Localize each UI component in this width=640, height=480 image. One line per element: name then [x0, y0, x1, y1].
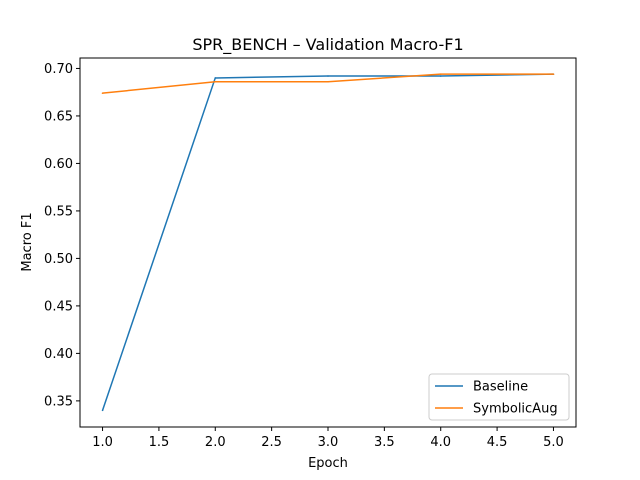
x-tick-label: 4.0 [430, 435, 451, 450]
data-point-symbolicaug [214, 80, 217, 83]
x-axis-title: Epoch [308, 456, 348, 471]
y-axis-title: Macro F1 [20, 212, 35, 271]
legend-box [428, 373, 570, 421]
y-tick-label: 0.70 [44, 62, 73, 77]
data-point-baseline [214, 77, 217, 79]
data-point-symbolicaug [327, 80, 329, 83]
chart-title: SPR_BENCH – Validation Macro-F1 [192, 35, 463, 55]
x-tick-label: 5.0 [543, 435, 564, 450]
data-point-baseline [101, 409, 104, 412]
x-tick-label: 1.5 [149, 435, 170, 450]
legend-label-symbolicaug: SymbolicAug [473, 402, 558, 417]
x-tick-label: 3.0 [318, 435, 339, 450]
y-tick-label: 0.50 [44, 252, 73, 267]
y-tick-label: 0.40 [44, 347, 73, 362]
x-tick-label: 2.5 [261, 435, 282, 450]
x-tick-label: 4.5 [487, 435, 508, 450]
y-tick-label: 0.60 [44, 157, 73, 172]
x-tick-label: 3.5 [374, 435, 395, 450]
x-tick-label: 1.0 [92, 435, 113, 450]
x-tick-label: 2.0 [205, 435, 226, 450]
y-tick-label: 0.45 [44, 299, 73, 314]
legend-label-baseline: Baseline [473, 380, 528, 395]
data-point-baseline [439, 75, 442, 77]
y-tick-label: 0.65 [44, 109, 73, 124]
legend: Baseline SymbolicAug [428, 373, 570, 421]
data-point-baseline [327, 75, 329, 77]
data-point-symbolicaug [439, 73, 442, 75]
data-point-symbolicaug [552, 73, 555, 75]
data-point-symbolicaug [101, 92, 104, 94]
y-tick-label: 0.35 [44, 394, 73, 409]
y-tick-label: 0.55 [44, 204, 73, 219]
